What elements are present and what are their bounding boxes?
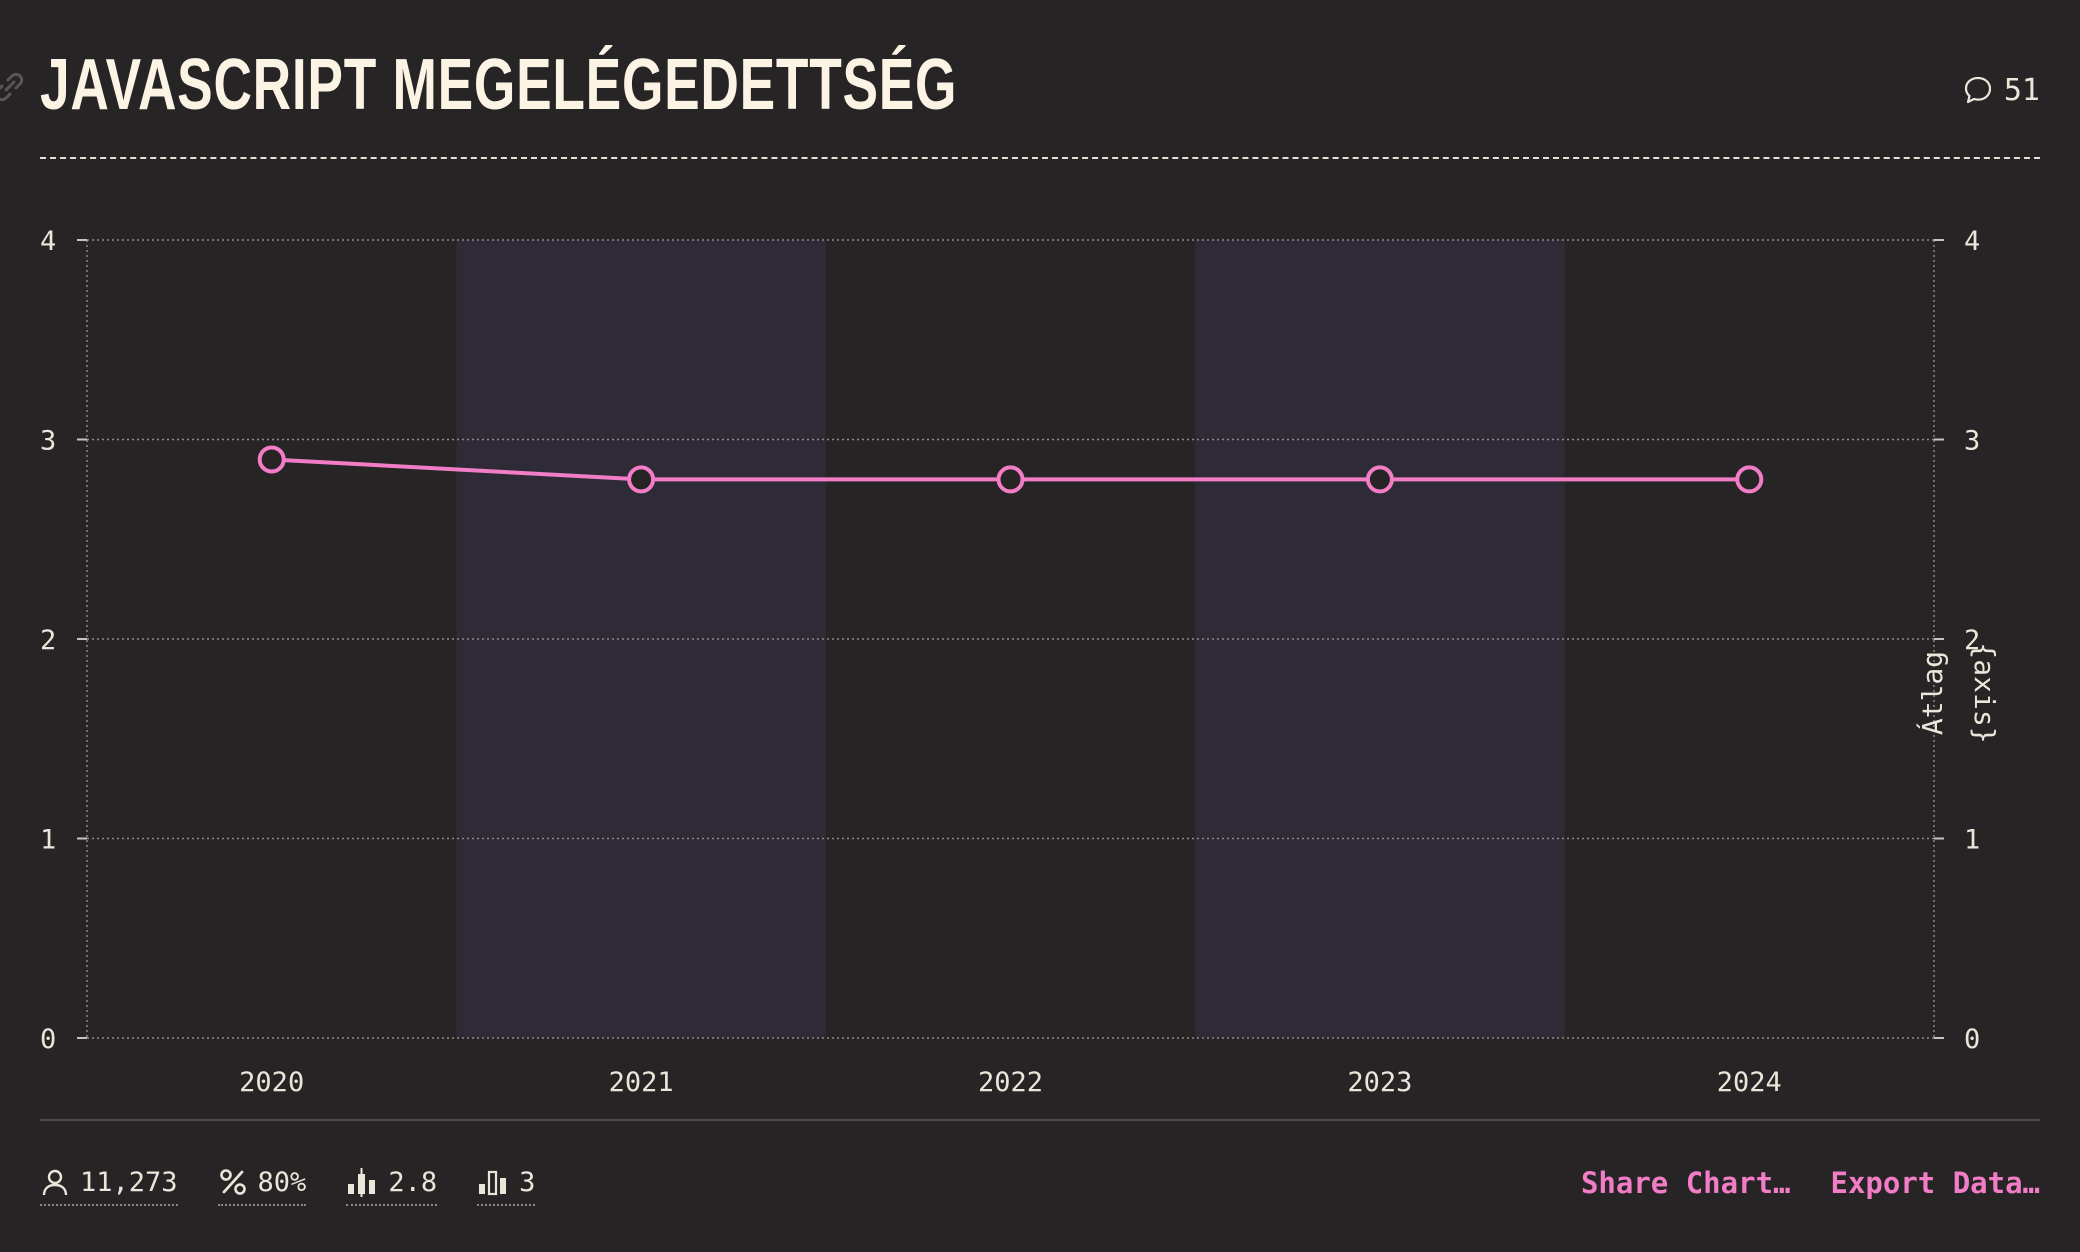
stats-bar: 11,273 80% 2.8 3 — [40, 1166, 536, 1206]
percentage-stat[interactable]: 80% — [217, 1166, 307, 1206]
average-stat[interactable]: 2.8 — [346, 1166, 438, 1206]
x-tick-label: 2023 — [1347, 1067, 1412, 1098]
x-tick-label: 2020 — [239, 1067, 304, 1098]
chart-actions: Share Chart… Export Data… — [1581, 1166, 2040, 1200]
export-data-button[interactable]: Export Data… — [1830, 1166, 2040, 1200]
percent-icon — [219, 1169, 246, 1195]
average-icon — [348, 1168, 376, 1197]
data-point-2024 — [1735, 465, 1764, 494]
data-point-2023 — [1365, 465, 1394, 494]
comments-button[interactable]: 51 — [1962, 70, 2040, 110]
comment-count: 51 — [2003, 72, 2040, 108]
share-chart-button[interactable]: Share Chart… — [1580, 1166, 1791, 1200]
right-tick-label: 2 — [1964, 625, 1980, 656]
median-stat[interactable]: 3 — [477, 1166, 536, 1206]
right-axis-label: Átlag — [1915, 651, 1949, 735]
right-tick-label: 1 — [1964, 825, 1980, 856]
left-tick-label: 0 — [40, 1024, 56, 1055]
user-icon — [42, 1169, 68, 1196]
percentage-value: 80% — [257, 1166, 307, 1198]
x-tick-label: 2021 — [609, 1067, 674, 1098]
right-tick-label: 0 — [1964, 1024, 1980, 1055]
header-divider — [40, 157, 2040, 159]
median-value: 3 — [519, 1166, 536, 1198]
average-value: 2.8 — [388, 1166, 438, 1198]
right-tick-label: 4 — [1964, 226, 1980, 257]
link-icon[interactable] — [0, 72, 24, 102]
left-tick-label: 3 — [40, 426, 56, 457]
line-chart: 0 0 1 1 2 2 3 3 4 4 2020 2021 2022 2023 2024 Átlag {ax… — [40, 226, 2001, 1098]
x-tick-label: 2022 — [978, 1067, 1043, 1098]
x-tick-label: 2024 — [1717, 1067, 1782, 1098]
right-axis-label-2: {axis} — [1968, 642, 2001, 743]
footer-divider — [40, 1119, 2040, 1121]
respondents-value: 11,273 — [80, 1166, 178, 1198]
left-tick-label: 4 — [40, 226, 56, 257]
column-band-2021 — [456, 240, 826, 1038]
median-icon — [479, 1170, 507, 1196]
left-tick-label: 1 — [40, 825, 56, 856]
right-tick-label: 3 — [1964, 426, 1980, 457]
respondents-stat[interactable]: 11,273 — [40, 1166, 178, 1206]
left-tick-label: 2 — [40, 625, 56, 656]
data-point-2021 — [627, 465, 656, 494]
chart-title: JAVASCRIPT MEGELÉGEDETTSÉG — [40, 45, 958, 125]
data-point-2020 — [257, 445, 286, 474]
data-point-2022 — [996, 465, 1025, 494]
column-band-2023 — [1195, 240, 1565, 1038]
comment-icon — [1964, 76, 1991, 104]
